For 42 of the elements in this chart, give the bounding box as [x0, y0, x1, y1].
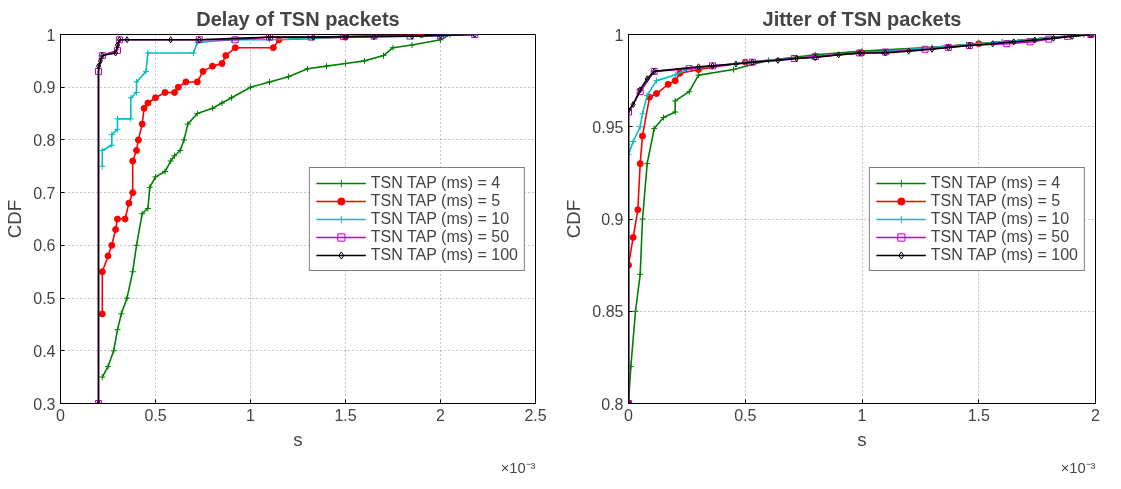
- x-tick-label: 2: [1091, 406, 1101, 424]
- legend-label: TSN TAP (ms) = 50: [370, 227, 510, 246]
- legend-label: TSN TAP (ms) = 10: [930, 209, 1070, 228]
- chart-title: Delay of TSN packets: [196, 7, 400, 30]
- y-tick-label: 0.6: [33, 237, 56, 255]
- x-tick-label: 1: [857, 406, 867, 424]
- x-tick-label: 0: [624, 406, 634, 424]
- y-tick-label: 0.4: [33, 342, 56, 360]
- y-tick-label: 0.3: [33, 395, 56, 413]
- legend-label: TSN TAP (ms) = 10: [370, 209, 510, 228]
- x-tick-label: 1.5: [967, 406, 990, 424]
- legend-label: TSN TAP (ms) = 100: [930, 245, 1078, 264]
- y-tick-label: 0.7: [33, 184, 56, 202]
- legend-label: TSN TAP (ms) = 50: [930, 227, 1070, 246]
- legend-label: TSN TAP (ms) = 100: [370, 245, 518, 264]
- legend-label: TSN TAP (ms) = 4: [370, 173, 501, 192]
- x-tick-label: 2: [436, 406, 446, 424]
- y-tick-label: 0.5: [33, 290, 56, 308]
- legend-label: TSN TAP (ms) = 4: [930, 173, 1061, 192]
- y-tick-label: 1: [614, 26, 624, 44]
- text: ×10⁻³: [500, 459, 536, 476]
- y-tick-label: 0.9: [601, 211, 624, 228]
- x-tick-label: 2.5: [524, 406, 547, 424]
- y-tick-label: 0.8: [601, 395, 624, 413]
- x-tick-label: 0.5: [144, 406, 167, 424]
- y-tick-label: 1: [46, 26, 56, 44]
- y-tick-label: 0.95: [592, 118, 624, 136]
- legend-label: TSN TAP (ms) = 5: [930, 191, 1061, 210]
- x-axis-title: s: [293, 428, 303, 450]
- x-tick-label: 1.5: [334, 406, 357, 424]
- chart-title: Jitter of TSN packets: [762, 7, 962, 30]
- text: ×10⁻³: [1060, 459, 1096, 476]
- x-tick-label: 1: [246, 406, 256, 424]
- y-tick-label: 0.85: [592, 303, 624, 321]
- x-tick-label: 0.5: [734, 406, 757, 424]
- legend-label: TSN TAP (ms) = 5: [370, 191, 501, 210]
- x-axis-title: s: [857, 428, 867, 450]
- y-axis-title: CDF: [563, 199, 585, 239]
- y-tick-label: 0.9: [33, 79, 56, 97]
- y-axis-title: CDF: [4, 199, 26, 239]
- x-tick-label: 0: [56, 406, 66, 424]
- y-tick-label: 0.8: [33, 131, 56, 149]
